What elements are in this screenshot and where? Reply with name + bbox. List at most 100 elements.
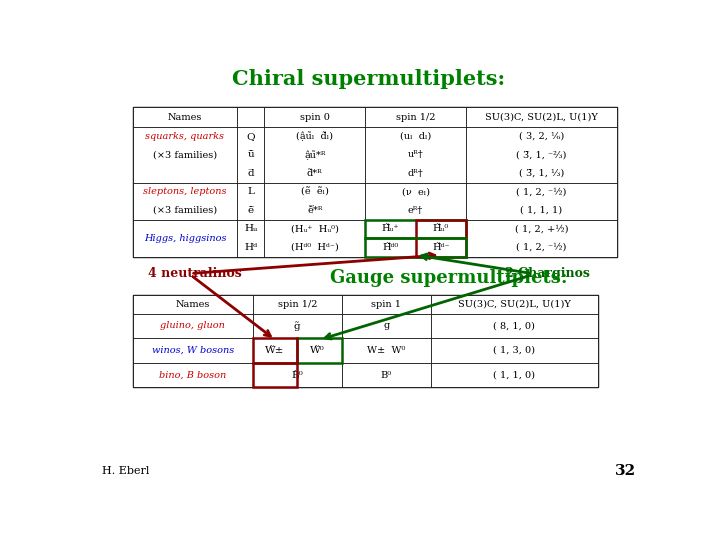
Text: H̃ᵈ⁻: H̃ᵈ⁻ [432,243,449,252]
Text: bino, B boson: bino, B boson [159,370,226,380]
Text: uᴿ†: uᴿ† [408,150,423,159]
Text: ậũ*ᴿ: ậũ*ᴿ [304,150,325,160]
Text: (×3 families): (×3 families) [153,206,217,215]
Text: d̅: d̅ [248,169,254,178]
Text: W±  W⁰: W± W⁰ [367,346,405,355]
Bar [253,363,342,387]
Text: SU(3)C, SU(2)L, U(1)Y: SU(3)C, SU(2)L, U(1)Y [485,113,598,122]
Bar [132,295,253,314]
Text: ( 1, 1, 1): ( 1, 1, 1) [521,206,562,215]
Text: 32: 32 [616,464,636,478]
Text: ( 1, 2, ⁻½): ( 1, 2, ⁻½) [516,243,567,252]
Bar [253,338,342,363]
Text: (×3 families): (×3 families) [153,150,217,159]
Text: ( 8, 1, 0): ( 8, 1, 0) [493,321,535,330]
Bar [264,107,365,127]
Bar [415,220,466,256]
Text: ( 3̅, 1, ⁻⅔): ( 3̅, 1, ⁻⅔) [516,150,567,159]
Text: squarks, quarks: squarks, quarks [145,132,225,141]
Text: eᴿ†: eᴿ† [408,206,423,215]
Bar [365,127,466,183]
Text: g: g [383,321,390,330]
Text: ế̃*ᴿ: ế̃*ᴿ [307,206,323,215]
Text: spin 1: spin 1 [372,300,402,309]
Bar [466,107,617,127]
Text: Q: Q [246,132,255,141]
Bar [132,183,238,220]
Text: ē̅: ē̅ [248,206,254,215]
Text: B̃⁰: B̃⁰ [292,370,303,380]
Bar [365,220,466,238]
Bar [264,220,365,256]
Bar [132,363,253,387]
Text: (ậũₗ  d̃ₗ): (ậũₗ d̃ₗ) [296,132,333,141]
Text: ( 1, 1, 0): ( 1, 1, 0) [493,370,535,380]
Bar [297,338,342,363]
Bar [466,220,617,256]
Bar [238,107,264,127]
Bar [238,220,264,256]
Text: H̃ᵤ⁰: H̃ᵤ⁰ [433,224,449,233]
Text: (Hᵈ⁰  Hᵈ⁻): (Hᵈ⁰ Hᵈ⁻) [291,243,338,252]
Text: ( 3, 2, ⅙): ( 3, 2, ⅙) [519,132,564,141]
Text: sleptons, leptons: sleptons, leptons [143,187,227,197]
Text: spin 1/2: spin 1/2 [396,113,436,122]
Bar [238,183,264,220]
Bar [431,363,598,387]
Bar [264,183,365,220]
Text: Hᵤ: Hᵤ [244,224,258,233]
Text: ( 1, 3, 0): ( 1, 3, 0) [493,346,535,355]
Text: Higgs, higgsinos: Higgs, higgsinos [144,233,226,242]
Bar [342,338,431,363]
Bar [431,314,598,338]
Text: gluino, gluon: gluino, gluon [161,321,225,330]
Bar [365,220,466,256]
Text: Chiral supermultiplets:: Chiral supermultiplets: [233,69,505,89]
Bar [431,338,598,363]
Text: ( 1, 2, ⁻½): ( 1, 2, ⁻½) [516,187,567,197]
Bar [253,295,342,314]
Bar [342,295,431,314]
Text: H. Eberl: H. Eberl [102,467,149,476]
Bar [253,338,297,363]
Text: spin 0: spin 0 [300,113,330,122]
Bar [132,338,253,363]
Text: Names: Names [176,300,210,309]
Text: dᴿ†: dᴿ† [408,169,423,178]
Bar [253,314,342,338]
Bar [132,107,238,127]
Text: 4 neutralinos: 4 neutralinos [148,267,242,280]
Text: Hᵈ: Hᵈ [244,243,258,252]
Bar [132,107,617,256]
Bar [132,314,253,338]
Text: Gauge supermultiplets:: Gauge supermultiplets: [330,269,568,287]
Text: ū̅: ū̅ [248,150,254,159]
Bar [132,127,238,183]
Text: (uₗ  dₗ): (uₗ dₗ) [400,132,431,141]
Text: H̃ᵤ⁺: H̃ᵤ⁺ [382,224,399,233]
Text: Names: Names [168,113,202,122]
Bar [342,314,431,338]
Bar [253,363,297,387]
Bar [238,127,264,183]
Bar [431,295,598,314]
Bar [342,363,431,387]
Bar [365,107,466,127]
Bar [132,295,598,387]
Bar [365,183,466,220]
Text: g̃: g̃ [294,321,301,330]
Bar [132,220,238,256]
Text: W̃±: W̃± [266,346,284,355]
Text: ( 1, 2, +½): ( 1, 2, +½) [515,224,568,233]
Text: B⁰: B⁰ [381,370,392,380]
Text: (ẽ̃  ẽ̃ₗ): (ẽ̃ ẽ̃ₗ) [301,187,329,197]
Text: (ν  eₗ): (ν eₗ) [402,187,430,197]
Text: winos, W bosons: winos, W bosons [152,346,234,355]
Text: W̃⁰: W̃⁰ [310,346,324,355]
Text: spin 1/2: spin 1/2 [278,300,317,309]
Bar [365,238,466,256]
Text: L: L [248,187,254,197]
Text: (Hᵤ⁺  Hᵤ⁰): (Hᵤ⁺ Hᵤ⁰) [291,224,338,233]
Text: H̃ᵈ⁰: H̃ᵈ⁰ [382,243,398,252]
Text: SU(3)C, SU(2)L, U(1)Y: SU(3)C, SU(2)L, U(1)Y [458,300,571,309]
